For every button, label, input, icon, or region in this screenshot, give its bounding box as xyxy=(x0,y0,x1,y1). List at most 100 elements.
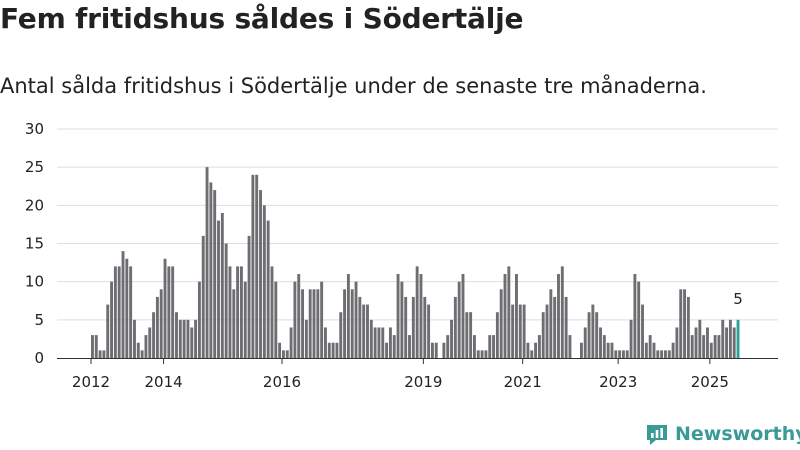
bar xyxy=(102,350,106,358)
chart-subtitle: Antal sålda fritidshus i Södertälje unde… xyxy=(0,74,707,98)
bar xyxy=(136,342,140,358)
bar xyxy=(270,266,274,358)
bar xyxy=(499,289,503,358)
bar xyxy=(251,174,255,358)
bar xyxy=(621,350,625,358)
bar xyxy=(190,327,194,358)
bar xyxy=(568,335,572,358)
bar xyxy=(614,350,618,358)
bar xyxy=(373,327,377,358)
bar xyxy=(629,319,633,358)
bar xyxy=(667,350,671,358)
brand: Newsworthy xyxy=(645,420,800,448)
bar xyxy=(358,296,362,358)
bar xyxy=(232,289,236,358)
bar xyxy=(702,335,706,358)
y-tick-label: 15 xyxy=(25,235,44,253)
bar xyxy=(675,327,679,358)
bar xyxy=(728,319,732,358)
bar xyxy=(450,319,453,358)
x-tick-label: 2019 xyxy=(404,373,442,391)
bar xyxy=(618,350,622,358)
bar xyxy=(385,342,389,358)
bar xyxy=(637,281,641,358)
bar xyxy=(125,258,129,358)
bar xyxy=(545,304,549,358)
bar xyxy=(709,342,713,358)
bar xyxy=(522,304,526,358)
bar xyxy=(549,289,553,358)
bar xyxy=(327,342,331,358)
bar xyxy=(148,327,152,358)
bar xyxy=(473,335,476,358)
y-tick-label: 10 xyxy=(25,273,44,291)
y-tick-label: 0 xyxy=(34,349,44,367)
bar xyxy=(155,296,159,358)
bar xyxy=(316,289,320,358)
bar xyxy=(205,167,209,358)
bar xyxy=(331,342,335,358)
bar xyxy=(117,266,121,358)
bar xyxy=(721,319,725,358)
x-tick-label: 2021 xyxy=(504,373,542,391)
bar xyxy=(209,182,213,358)
bar xyxy=(683,289,686,358)
bar xyxy=(465,312,469,358)
bar xyxy=(706,327,709,358)
bar xyxy=(324,327,327,358)
bar xyxy=(350,289,354,358)
bar xyxy=(408,335,411,358)
bar xyxy=(255,174,259,358)
bar xyxy=(595,312,599,358)
bar xyxy=(587,312,591,358)
bar xyxy=(343,289,347,358)
x-tick-label: 2025 xyxy=(691,373,729,391)
bar xyxy=(163,258,167,358)
bar xyxy=(633,274,637,358)
bar xyxy=(725,327,729,358)
bar xyxy=(610,342,614,358)
bar xyxy=(228,266,232,358)
bar xyxy=(285,350,289,358)
bar xyxy=(262,205,266,358)
bar xyxy=(91,335,94,358)
bar xyxy=(197,281,201,358)
bar xyxy=(282,350,285,358)
bar xyxy=(113,266,117,358)
bar xyxy=(644,342,648,358)
bar xyxy=(404,296,408,358)
bar xyxy=(217,220,220,358)
y-tick-label: 30 xyxy=(25,120,44,138)
bar xyxy=(484,350,488,358)
chart-title: Fem fritidshus såldes i Södertälje xyxy=(0,2,524,35)
bar xyxy=(419,274,423,358)
bar xyxy=(518,304,522,358)
bar xyxy=(243,281,247,358)
highlight-bar xyxy=(736,319,740,358)
bar xyxy=(671,342,675,358)
bar xyxy=(354,281,358,358)
bar xyxy=(713,335,717,358)
bar xyxy=(369,319,373,358)
bar xyxy=(175,312,178,358)
bar xyxy=(503,274,507,358)
bar xyxy=(301,289,304,358)
bar xyxy=(488,335,492,358)
brand-name: Newsworthy xyxy=(675,423,800,445)
x-tick-label: 2016 xyxy=(263,373,301,391)
bar xyxy=(392,335,396,358)
bar xyxy=(171,266,175,358)
bar xyxy=(259,190,262,358)
bar xyxy=(652,342,656,358)
bar xyxy=(553,296,557,358)
bar xyxy=(110,281,113,358)
bar xyxy=(159,289,163,358)
bar xyxy=(167,266,171,358)
bar xyxy=(591,304,595,358)
bar xyxy=(201,235,205,358)
bar xyxy=(415,266,419,358)
y-tick-label: 5 xyxy=(34,311,44,329)
bar xyxy=(194,319,198,358)
bar xyxy=(366,304,369,358)
bar xyxy=(641,304,644,358)
